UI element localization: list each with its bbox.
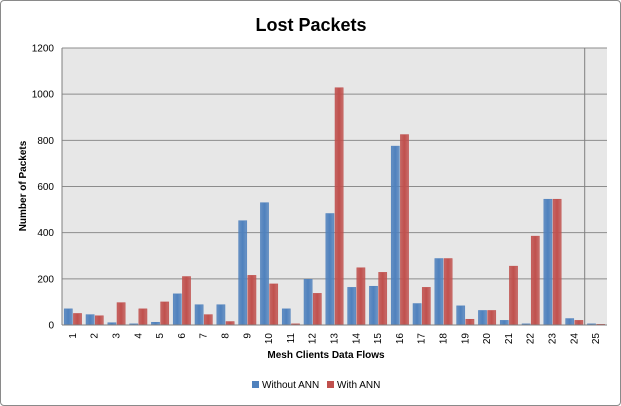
x-tick-label: 3 (112, 333, 123, 339)
y-tick-labels: 0 200 400 600 800 1000 1200 (32, 44, 55, 332)
x-tick-label: 7 (199, 333, 210, 339)
bar-with-ann (138, 308, 148, 326)
bar-without-ann (194, 304, 204, 326)
axes (61, 48, 607, 326)
bar-with-ann (312, 293, 322, 326)
bar-with-ann (530, 235, 540, 326)
x-tick-label: 11 (286, 333, 297, 344)
legend-label-without-ann: Without ANN (262, 380, 319, 391)
x-tick-label: 14 (351, 333, 362, 345)
x-tick-label: 18 (439, 333, 450, 345)
bar-with-ann (73, 313, 82, 326)
bars (63, 87, 606, 326)
bar-with-ann (334, 87, 344, 326)
y-axis-title: Number of Packets (18, 140, 29, 231)
bar-with-ann (574, 320, 584, 326)
bar-with-ann (509, 265, 518, 326)
bar-with-ann (160, 301, 170, 326)
bar-without-ann (260, 202, 269, 326)
bar-with-ann (182, 276, 191, 326)
x-tick-label: 1 (68, 333, 79, 339)
bar-without-ann (412, 303, 422, 326)
x-tick-label: 13 (330, 333, 341, 345)
bar-without-ann (281, 308, 291, 326)
x-tick-label: 4 (133, 333, 144, 339)
x-tick-labels: 1 2 3 4 5 6 7 8 9 10 11 12 13 14 15 16 17 18 19 20 21 22 23 24 2… (68, 333, 602, 345)
bar-with-ann (225, 321, 235, 326)
bar-with-ann (443, 258, 453, 326)
legend: Without ANN With ANN (252, 380, 380, 391)
bar-without-ann (478, 310, 487, 326)
x-tick-label: 20 (482, 333, 493, 345)
x-tick-label: 6 (177, 333, 188, 339)
bar-without-ann (565, 318, 575, 326)
bar-without-ann (434, 258, 444, 326)
bar-without-ann (347, 287, 357, 326)
bar-with-ann (487, 310, 497, 326)
legend-swatch-with-ann (327, 381, 334, 388)
x-tick-label: 9 (242, 333, 253, 339)
bar-without-ann (499, 320, 509, 326)
bar-with-ann (356, 267, 366, 326)
bar-without-ann (390, 145, 400, 326)
x-axis-title: Mesh Clients Data Flows (267, 350, 385, 361)
x-tick-label: 21 (504, 333, 515, 345)
bar-without-ann (369, 285, 378, 326)
bar-with-ann (465, 318, 475, 326)
chart-title: Lost Packets (255, 15, 366, 35)
bar-with-ann (94, 315, 104, 326)
y-tick-label: 600 (37, 182, 54, 193)
legend-label-with-ann: With ANN (337, 380, 380, 391)
bar-without-ann (303, 279, 313, 326)
y-tick-label: 400 (37, 228, 54, 239)
x-tick-label: 23 (548, 333, 559, 345)
x-tick-label: 16 (395, 333, 406, 345)
bar-with-ann (421, 287, 431, 326)
bar-without-ann (543, 198, 553, 326)
bar-without-ann (63, 308, 73, 326)
bar-with-ann (400, 134, 409, 326)
bar-with-ann (552, 198, 562, 326)
x-tick-label: 2 (90, 333, 101, 339)
x-tick-label: 17 (417, 333, 428, 345)
bar-with-ann (203, 314, 213, 326)
bar-without-ann (85, 314, 95, 326)
x-tick-label: 22 (526, 333, 537, 345)
bar-with-ann (116, 302, 126, 326)
x-tick-label: 5 (155, 333, 166, 339)
x-tick-label: 8 (221, 333, 232, 339)
bar-without-ann (456, 305, 466, 326)
x-tick-label: 19 (460, 333, 471, 345)
x-tick-label: 25 (591, 333, 602, 345)
y-tick-label: 0 (48, 321, 54, 332)
bar-with-ann (247, 275, 257, 326)
bar-with-ann (269, 283, 279, 326)
y-tick-label: 1200 (32, 44, 55, 55)
bar-without-ann (216, 304, 226, 326)
y-tick-label: 800 (37, 136, 54, 147)
x-tick-label: 12 (308, 333, 319, 345)
x-tick-label: 10 (264, 333, 275, 345)
legend-swatch-without-ann (252, 381, 259, 388)
y-tick-label: 1000 (32, 90, 55, 101)
x-tick-label: 24 (569, 333, 580, 345)
bar-with-ann (378, 272, 388, 326)
bar-without-ann (238, 220, 248, 326)
bar-without-ann (325, 213, 335, 326)
y-tick-label: 200 (37, 274, 54, 285)
gridlines (62, 47, 607, 280)
bar-without-ann (172, 293, 182, 326)
x-tick-label: 15 (373, 333, 384, 345)
